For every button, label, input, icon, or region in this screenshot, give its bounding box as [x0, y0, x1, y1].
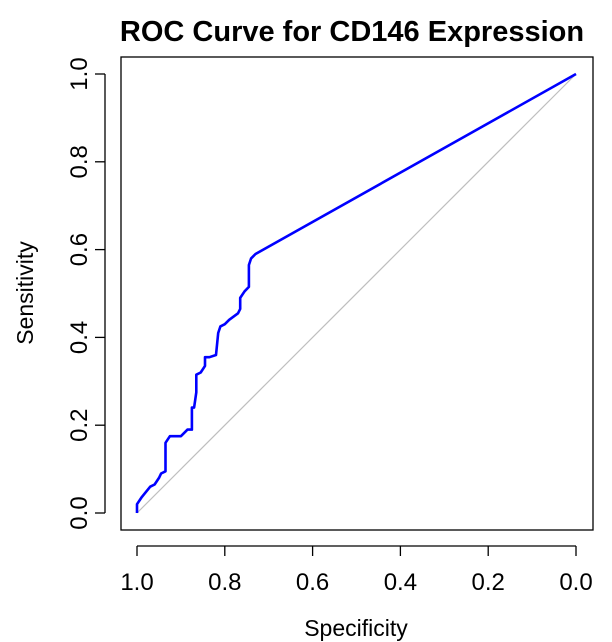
y-axis: 0.0 0.2 0.4 0.6 0.8 1.0 — [66, 57, 106, 530]
y-axis-title: Sensitivity — [12, 241, 38, 345]
y-tick-label: 0.8 — [66, 145, 93, 178]
y-tick-label: 0.2 — [66, 409, 93, 442]
x-tick-label: 0.6 — [296, 569, 329, 596]
y-tick-label: 0.4 — [66, 321, 93, 354]
x-tick-label: 0.4 — [384, 569, 417, 596]
roc-curve — [135, 72, 577, 513]
x-axis: 1.0 0.8 0.6 0.4 0.2 0.0 — [120, 545, 593, 596]
reference-diagonal — [136, 73, 577, 514]
x-tick-label: 0.2 — [472, 569, 505, 596]
plot-frame — [120, 56, 594, 531]
x-tick-label: 0.0 — [559, 569, 592, 596]
x-tick-label: 1.0 — [120, 569, 153, 596]
chart-title: ROC Curve for CD146 Expression — [120, 16, 584, 48]
y-tick-label: 1.0 — [66, 57, 93, 90]
y-tick-label: 0.6 — [66, 233, 93, 266]
x-tick-label: 0.8 — [208, 569, 241, 596]
y-tick-label: 0.0 — [66, 496, 93, 529]
x-axis-title: Specificity — [304, 615, 408, 641]
series-layer — [135, 72, 577, 514]
